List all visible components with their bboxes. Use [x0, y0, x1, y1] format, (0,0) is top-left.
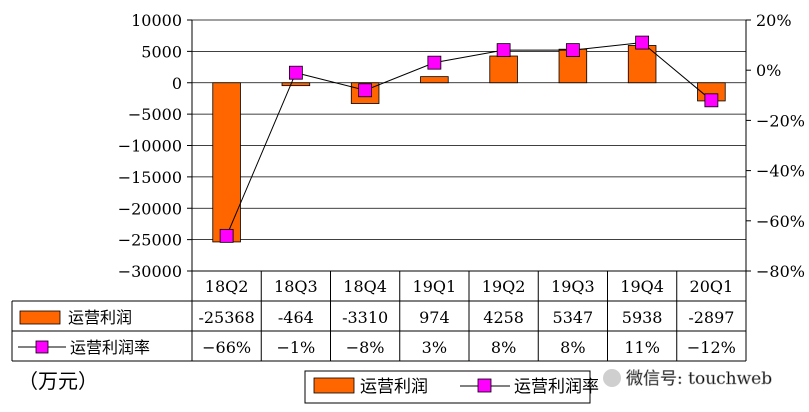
category-label: 19Q1 — [413, 277, 457, 296]
line-point — [635, 35, 650, 50]
table-cell: −8% — [346, 338, 385, 357]
bar — [420, 76, 449, 84]
category-label: 19Q3 — [551, 277, 595, 296]
table-line-marker — [35, 340, 49, 354]
bars-series — [212, 45, 726, 243]
right-tick-label: −20% — [756, 111, 805, 130]
right-tick-label: −80% — [756, 262, 805, 281]
unit-label: （万元） — [18, 369, 98, 393]
table-cell: 5938 — [622, 308, 663, 327]
left-tick-label: −15000 — [118, 168, 182, 187]
left-axis-ticks: 10000 5000 0 −5000 −10000 −15000 −20000 −25000 −… — [118, 11, 192, 281]
legend-line-marker — [477, 378, 492, 393]
watermark-text: 微信号: touchweb — [626, 369, 772, 389]
table-cell: 5347 — [553, 308, 594, 327]
legend: 运营利润 运营利润率 — [304, 370, 599, 404]
watermark: 微信号: touchweb — [603, 369, 773, 389]
line-point — [219, 228, 234, 243]
bar — [489, 55, 518, 84]
left-tick-label: −5000 — [128, 105, 182, 124]
category-label: 18Q2 — [205, 277, 249, 296]
left-tick-label: 10000 — [131, 11, 182, 30]
category-label: 18Q3 — [274, 277, 318, 296]
category-label: 20Q1 — [690, 277, 734, 296]
left-tick-label: −30000 — [118, 262, 182, 281]
left-tick-label: −10000 — [118, 137, 182, 156]
table-cell: -464 — [278, 308, 314, 327]
table-cell: -3310 — [342, 308, 388, 327]
right-tick-label: 0% — [756, 61, 781, 80]
table-cell: −12% — [687, 338, 736, 357]
table-row-label: 运营利润 — [68, 308, 132, 327]
table-cell: 11% — [624, 338, 660, 357]
table-cell: −66% — [202, 338, 251, 357]
series-line — [226, 42, 712, 237]
table-cell: 8% — [560, 338, 585, 357]
legend-line-label: 运营利润率 — [514, 377, 599, 397]
right-tick-label: −60% — [756, 212, 805, 231]
line-point — [288, 65, 303, 80]
bar — [627, 45, 657, 84]
table-cell: −1% — [276, 338, 315, 357]
right-tick-label: −40% — [756, 162, 805, 181]
right-tick-label: 20% — [756, 11, 792, 30]
legend-bar-label: 运营利润 — [360, 377, 428, 397]
left-tick-label: −25000 — [118, 231, 182, 250]
line-point — [565, 43, 580, 58]
table-cell: 974 — [419, 308, 450, 327]
bar — [281, 82, 311, 87]
table-cell: 3% — [422, 338, 447, 357]
data-table: 18Q2 18Q3 18Q4 19Q1 19Q2 19Q3 19Q4 20Q1 运营利润 -253… — [11, 270, 747, 362]
bar — [212, 82, 241, 243]
line-point — [704, 93, 719, 108]
category-label: 19Q2 — [482, 277, 526, 296]
table-cell: -25368 — [198, 308, 254, 327]
category-label: 19Q4 — [620, 277, 664, 296]
line-point — [358, 83, 373, 98]
left-tick-label: −20000 — [118, 199, 182, 218]
table-cell: -2897 — [688, 308, 734, 327]
legend-bar-swatch — [313, 377, 355, 394]
left-tick-label: 5000 — [141, 42, 182, 61]
table-cell: 8% — [491, 338, 516, 357]
line-series — [219, 35, 719, 243]
line-point — [427, 55, 442, 70]
line-point — [496, 43, 511, 58]
category-label: 18Q4 — [343, 277, 387, 296]
table-bar-swatch — [19, 310, 61, 325]
wechat-icon — [603, 369, 621, 387]
right-axis-ticks: 20% 0% −20% −40% −60% −80% — [746, 11, 805, 281]
table-row-label: 运营利润率 — [70, 338, 150, 357]
table-cell: 4258 — [483, 308, 524, 327]
left-tick-label: 0 — [172, 74, 182, 93]
